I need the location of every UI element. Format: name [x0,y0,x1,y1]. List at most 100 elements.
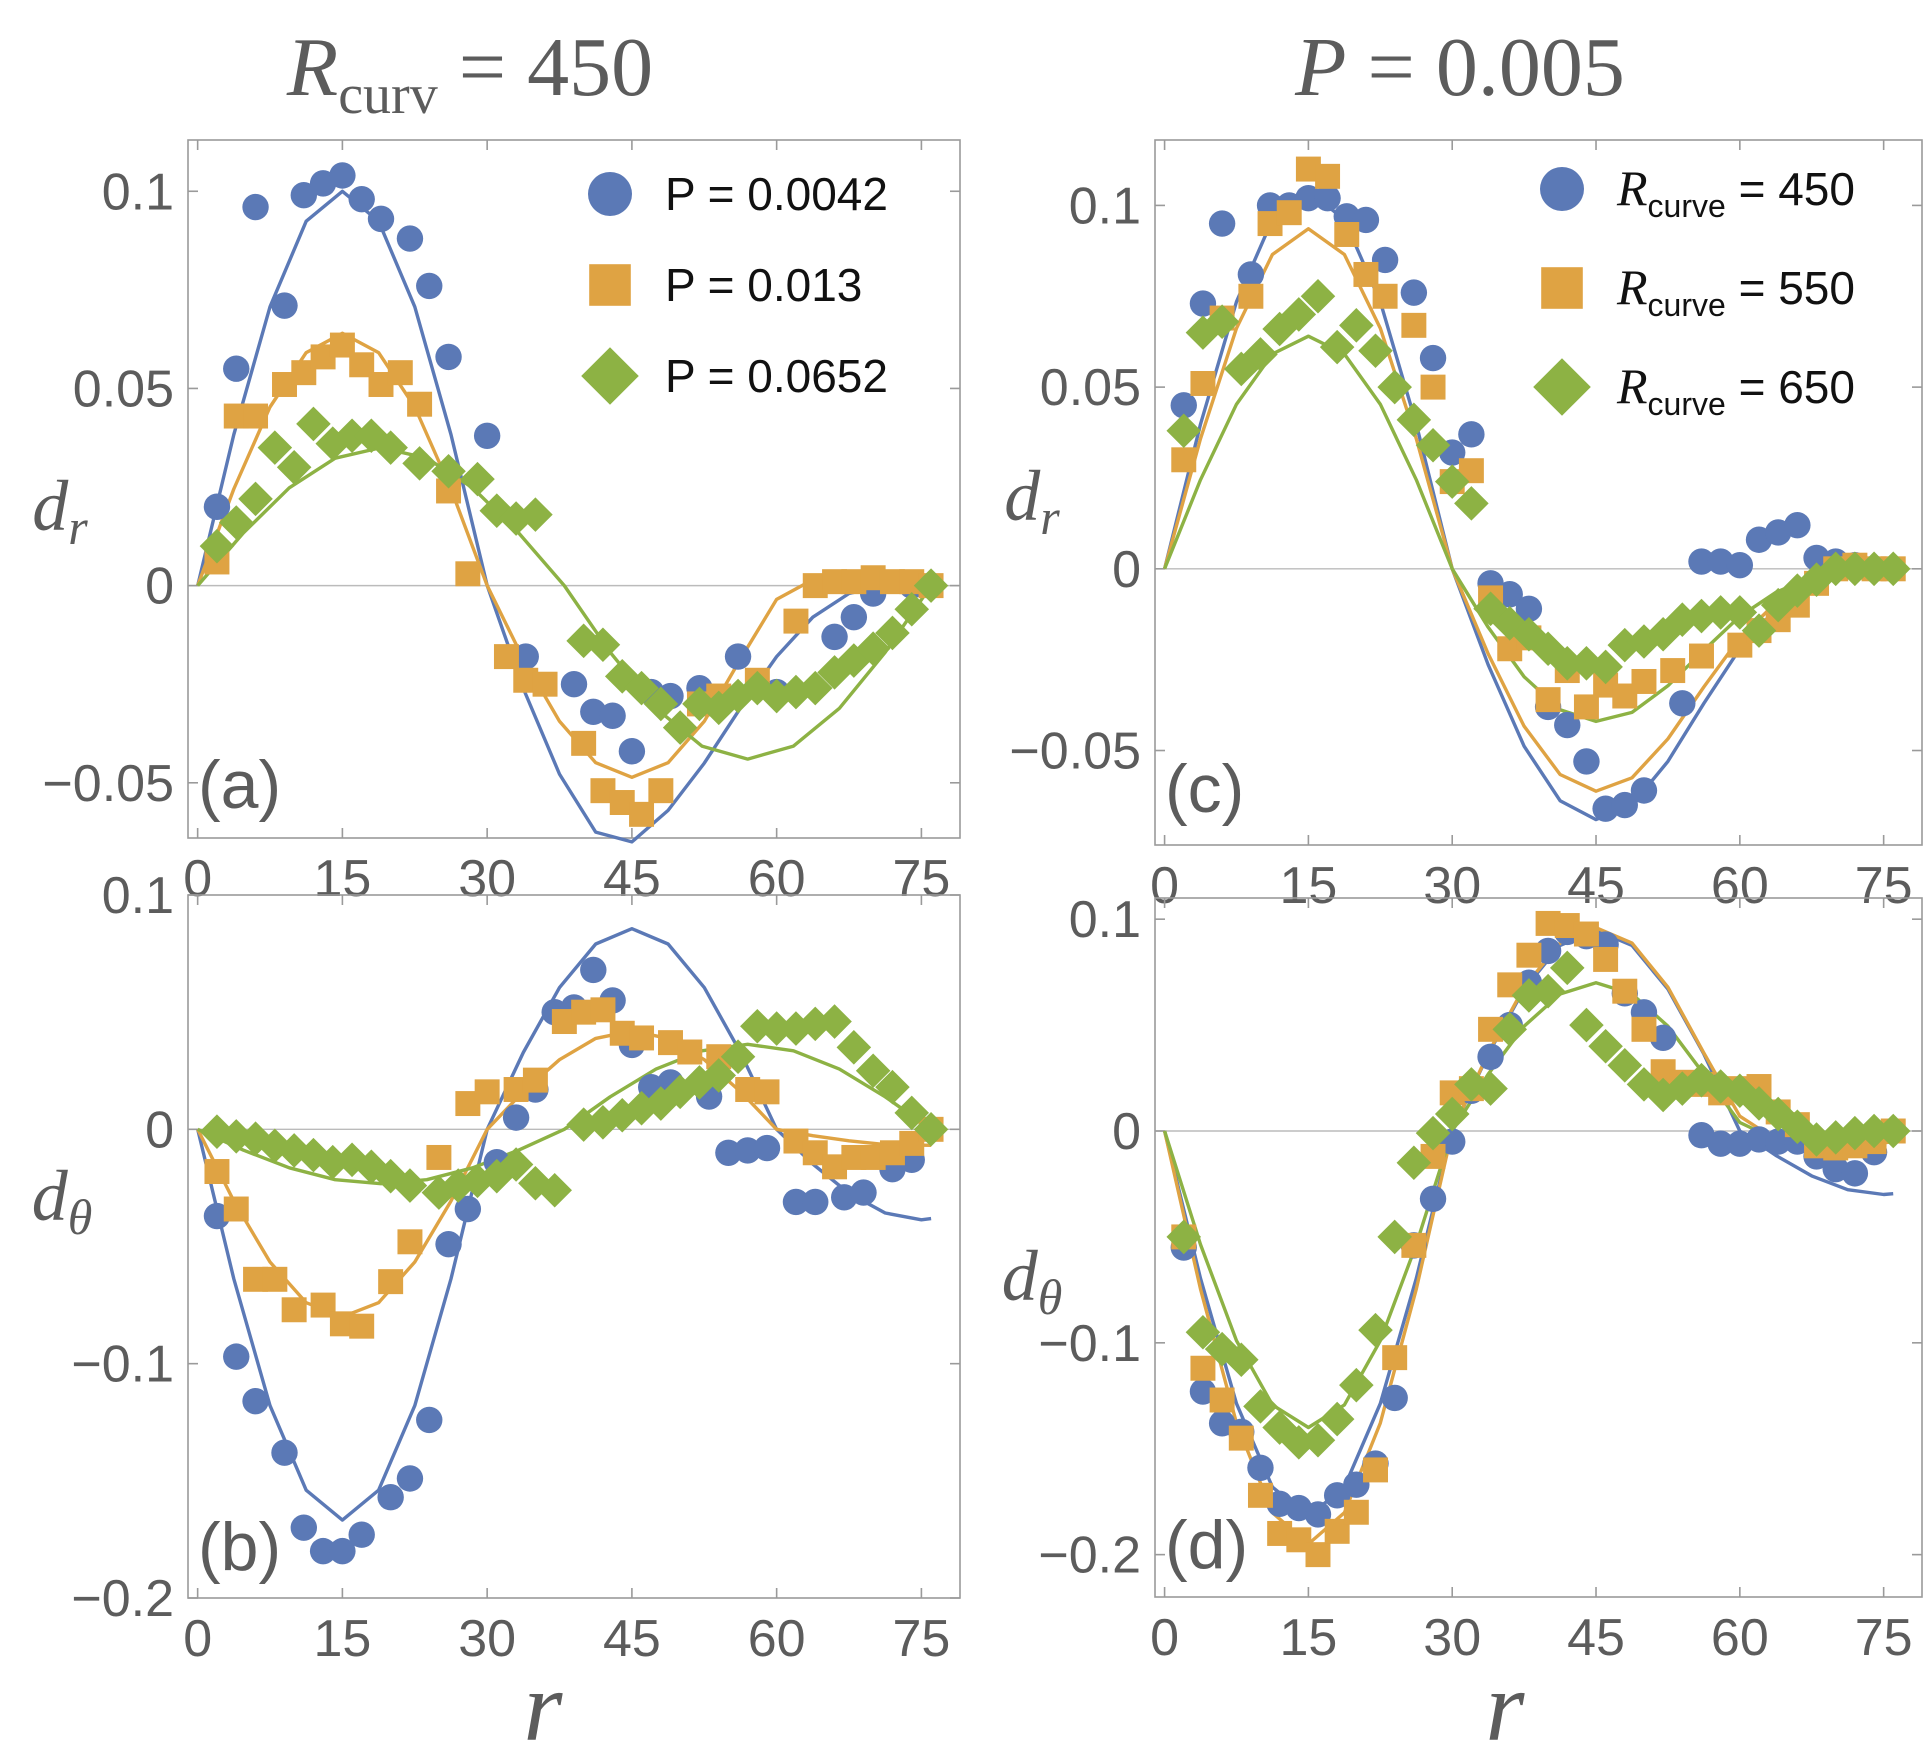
y-tick-label: 0.05 [73,360,174,418]
y-tick-label: −0.05 [1009,723,1141,781]
legend-marker-circle [588,172,632,216]
data-point-circle [290,1514,317,1541]
data-point-diamond [817,1004,852,1039]
data-point-square [223,1196,249,1222]
legend-marker-diamond [1533,358,1591,416]
y-tick-label: 0 [1112,1103,1141,1161]
data-point-square [677,1039,703,1065]
data-point-square [378,1269,404,1295]
data-point-diamond [1856,1113,1892,1149]
data-point-diamond [238,1121,273,1156]
data-point-square [1382,1345,1408,1371]
data-point-diamond [1530,973,1566,1009]
data-point-circle [753,1134,781,1162]
x-axis-title-right: r [1486,1651,1526,1756]
data-point-circle [223,355,250,382]
data-point-square [1334,222,1360,247]
data-point-diamond [1454,486,1489,521]
y-axis-label: dr [1004,456,1060,545]
fit-curve-square [1162,227,1894,793]
data-point-diamond [498,1147,534,1182]
data-point-diamond [431,453,466,489]
data-point-square [1573,694,1599,720]
data-point-square [1612,978,1638,1004]
y-axis-label-main: d [32,466,69,546]
column-title-right: P = 0.005 [1294,21,1625,114]
data-point-diamond [218,505,254,540]
plot-frame [1154,139,1923,846]
data-point-circle [1381,1384,1408,1412]
data-point-circle [821,623,848,651]
data-point-square [571,730,597,756]
panel-label: (a) [198,747,281,823]
data-point-square [1353,261,1379,287]
x-tick-label: 75 [1855,1609,1913,1667]
data-point-diamond [894,1095,930,1131]
data-point-square [1535,687,1561,713]
data-point-square [1631,1016,1657,1042]
y-tick-label: −0.1 [1038,1315,1141,1373]
data-point-square [1420,374,1446,400]
data-point-diamond [720,1039,756,1074]
data-point-diamond [518,497,553,532]
data-point-diamond [1224,351,1259,387]
data-point-square [532,671,558,697]
data-point-square [1247,1482,1273,1508]
data-point-circle [309,1537,337,1565]
data-point-circle [1745,1126,1773,1153]
data-point-diamond [1224,1342,1259,1378]
x-tick-label: 15 [313,1610,371,1668]
data-point-square [243,403,269,429]
y-tick-label: 0.1 [102,867,174,925]
y-axis-label: dr [32,466,88,555]
data-point-diamond [315,426,351,461]
data-point-diamond [315,1144,351,1180]
data-point-circle [1208,210,1236,237]
legend-label-main: R [1616,358,1648,414]
data-point-circle [1611,791,1638,819]
data-point-circle [203,1202,231,1230]
data-point-circle [454,1195,482,1223]
data-point-square [281,1297,307,1323]
data-point-square [629,1025,655,1051]
data-point-circle [1496,581,1523,608]
data-point-circle [1649,1024,1677,1052]
data-point-circle [1189,1378,1217,1405]
legend-label-rest: = 450 [1726,163,1855,215]
data-point-square [474,1079,500,1105]
data-point-square [262,1266,288,1292]
data-point-square [1401,312,1427,338]
y-tick-label: 0 [145,1101,174,1159]
x-axis-title-left: r [524,1651,564,1756]
data-point-circle [840,603,868,631]
data-point-diamond [1588,1028,1623,1064]
data-point-diamond [1875,551,1911,587]
data-point-square [1343,1499,1369,1525]
data-point-diamond [875,1069,910,1105]
data-point-diamond [1588,649,1623,685]
data-point-circle [1515,595,1543,622]
data-point-circle [1419,344,1447,372]
legend-label-rest: = 650 [1726,361,1855,413]
data-point-circle [1458,421,1485,448]
data-point-circle [203,493,231,520]
data-point-square [1631,668,1657,694]
data-point-diamond [1358,333,1393,369]
x-tick-label: 30 [458,1610,516,1668]
data-point-diamond [276,450,312,485]
data-point-circle [1189,290,1217,317]
legend-label: Rcurve = 450 [1616,160,1855,224]
data-point-square [387,360,413,386]
data-point-square [1573,921,1599,947]
data-point-circle [271,1439,298,1466]
data-point-circle [329,1537,356,1565]
data-point-circle [1630,777,1658,804]
data-point-diamond [238,481,273,517]
y-axis-label-sub: θ [1038,1269,1063,1325]
y-tick-label: 0 [1112,541,1141,599]
data-point-square [1276,200,1302,226]
data-point-circle [242,193,269,221]
data-point-circle [290,182,317,209]
